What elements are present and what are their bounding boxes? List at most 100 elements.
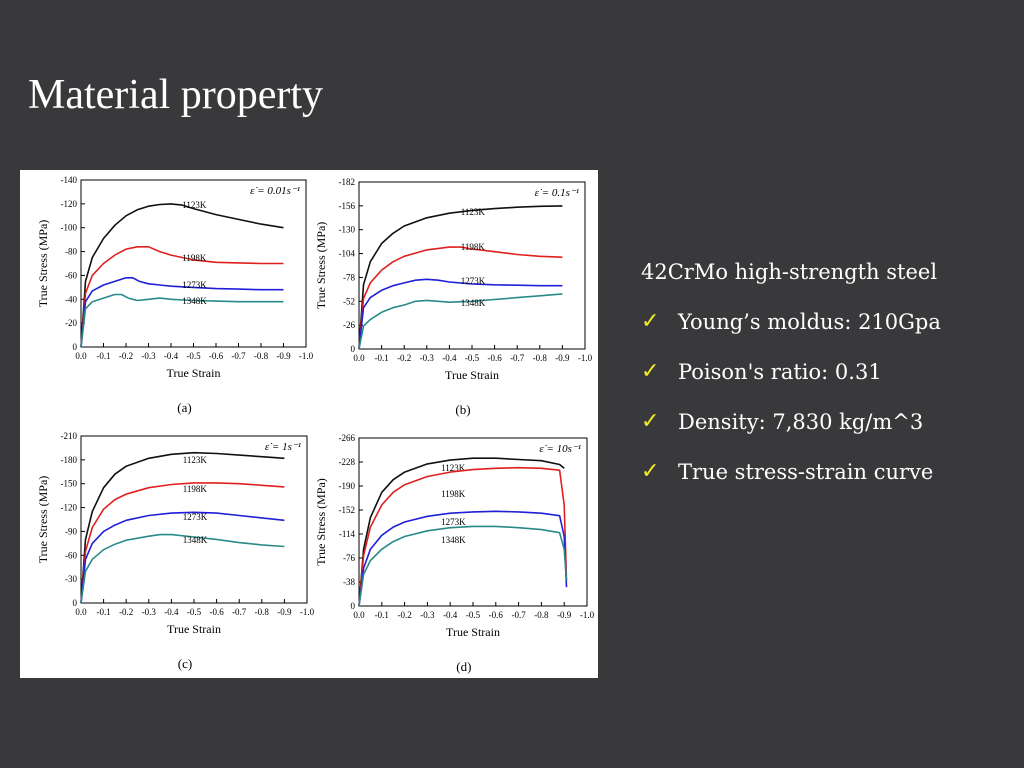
series-label: 1198K — [182, 253, 207, 263]
x-tick-label: 0.0 — [353, 353, 365, 363]
panel-caption: (b) — [455, 402, 470, 417]
chart-panel-4: 0.0 -0.1 -0.2 -0.3 -0.4 -0.5 -0.6 -0.7 -0.8 -0.9-… — [314, 433, 595, 674]
x-tick-label: -0.2 — [397, 353, 411, 363]
y-tick-label: -190 — [339, 481, 356, 491]
x-tick-label: -0.4 — [164, 351, 179, 361]
y-tick-label: -150 — [61, 479, 78, 489]
x-tick-label: -0.3 — [141, 351, 156, 361]
strain-rate-label: ε̇ = 0.01s⁻¹ — [250, 185, 300, 197]
x-tick-label: -0.7 — [231, 351, 246, 361]
series-line-1348K — [80, 533, 285, 604]
y-tick-label: -20 — [65, 318, 77, 328]
x-tick-label: -0.9 — [557, 610, 572, 620]
x-tick-label: -0.3 — [142, 607, 157, 617]
series-label: 1198K — [461, 242, 486, 252]
x-tick-label: -1.0 — [580, 610, 595, 620]
series-label: 1273K — [182, 280, 207, 290]
x-tick-label: -0.7 — [232, 607, 247, 617]
y-axis-label: True Stress (MPa) — [36, 220, 50, 308]
y-axis-label: True Stress (MPa) — [314, 478, 328, 566]
bullet-text: True stress-strain curve — [678, 460, 934, 484]
strain-rate-label: ε̇ = 0.1s⁻¹ — [535, 187, 579, 199]
x-tick-label: -0.6 — [209, 351, 224, 361]
x-tick-label: -0.5 — [187, 607, 202, 617]
x-tick-label: -0.1 — [96, 607, 110, 617]
x-tick-label: 0.0 — [75, 607, 87, 617]
bullet-item: ✓ Density: 7,830 kg/m^3 — [641, 409, 941, 434]
y-tick-label: 0 — [351, 344, 356, 354]
series-line-1273K — [358, 510, 568, 607]
series-label: 1198K — [183, 484, 208, 494]
series-line-1123K — [80, 451, 285, 604]
y-tick-label: -100 — [61, 223, 78, 233]
chart-panel-1: 0.0 -0.1 -0.2 -0.3 -0.4 -0.5 -0.6 -0.7 -0.8 -0.9-… — [36, 175, 314, 415]
check-icon: ✓ — [641, 309, 660, 334]
x-tick-label: 0.0 — [353, 610, 365, 620]
y-tick-label: -30 — [65, 574, 77, 584]
x-tick-label: -0.5 — [186, 351, 201, 361]
x-tick-label: 0.0 — [75, 351, 87, 361]
x-tick-label: -0.3 — [420, 353, 435, 363]
x-tick-label: -0.1 — [374, 353, 388, 363]
slide-title: Material property — [28, 72, 324, 118]
panel-caption: (d) — [456, 659, 471, 674]
y-axis-label: True Stress (MPa) — [36, 476, 50, 564]
series-label: 1273K — [461, 276, 486, 286]
strain-rate-label: ε̇ = 10s⁻¹ — [539, 443, 581, 455]
check-icon: ✓ — [641, 459, 660, 484]
y-tick-label: -156 — [339, 201, 356, 211]
stress-strain-figure: 0.0 -0.1 -0.2 -0.3 -0.4 -0.5 -0.6 -0.7 -0.8 -0.9-… — [20, 170, 598, 678]
y-tick-label: 0 — [351, 601, 356, 611]
strain-rate-label: ε̇ = 1s⁻¹ — [265, 441, 301, 453]
y-tick-label: -78 — [343, 272, 355, 282]
panel-caption: (a) — [177, 400, 191, 415]
material-name: 42CrMo high-strength steel — [641, 260, 938, 284]
series-label: 1348K — [461, 298, 486, 308]
series-line-1198K — [80, 482, 285, 604]
y-tick-label: -120 — [61, 503, 78, 513]
x-tick-label: -0.7 — [511, 610, 526, 620]
x-tick-label: -0.9 — [555, 353, 570, 363]
check-icon: ✓ — [641, 409, 660, 434]
y-tick-label: 0 — [73, 342, 78, 352]
series-line-1198K — [80, 246, 284, 348]
series-label: 1273K — [183, 512, 208, 522]
x-axis-label: True Strain — [167, 622, 221, 636]
x-tick-label: -1.0 — [300, 607, 315, 617]
y-tick-label: -140 — [61, 175, 78, 185]
y-tick-label: -266 — [339, 433, 356, 443]
y-tick-label: 0 — [73, 598, 78, 608]
x-tick-label: -0.6 — [489, 610, 504, 620]
x-tick-label: -0.9 — [276, 351, 291, 361]
bullet-text: Poison's ratio: 0.31 — [678, 360, 882, 384]
y-tick-label: -104 — [339, 249, 356, 259]
y-tick-label: -210 — [61, 431, 78, 441]
y-tick-label: -114 — [339, 529, 356, 539]
stress-strain-charts: 0.0 -0.1 -0.2 -0.3 -0.4 -0.5 -0.6 -0.7 -0.8 -0.9-… — [36, 175, 595, 674]
x-tick-label: -0.8 — [255, 607, 270, 617]
x-tick-label: -0.2 — [397, 610, 411, 620]
check-icon: ✓ — [641, 359, 660, 384]
x-axis-label: True Strain — [167, 366, 221, 380]
y-tick-label: -60 — [65, 550, 77, 560]
series-label: 1273K — [441, 517, 466, 527]
bullet-item: ✓ Young’s moldus: 210Gpa — [641, 309, 941, 334]
y-tick-label: -130 — [339, 225, 356, 235]
y-tick-label: -38 — [343, 577, 355, 587]
x-tick-label: -0.1 — [96, 351, 110, 361]
y-tick-label: -80 — [65, 247, 77, 257]
x-axis-label: True Strain — [446, 625, 500, 639]
series-label: 1123K — [461, 207, 486, 217]
series-line-1123K — [80, 203, 284, 348]
series-line-1348K — [358, 525, 568, 607]
series-line-1123K — [358, 205, 563, 350]
bullet-list: ✓ Young’s moldus: 210Gpa ✓ Poison's rati… — [641, 309, 941, 484]
y-tick-label: -228 — [339, 457, 356, 467]
y-tick-label: -40 — [65, 294, 77, 304]
property-list: 42CrMo high-strength steel ✓ Young’s mol… — [641, 262, 941, 512]
bullet-text: Density: 7,830 kg/m^3 — [678, 410, 924, 434]
series-line-1198K — [358, 466, 568, 607]
series-label: 1348K — [182, 296, 207, 306]
series-label: 1348K — [183, 535, 208, 545]
panel-caption: (c) — [178, 656, 192, 671]
